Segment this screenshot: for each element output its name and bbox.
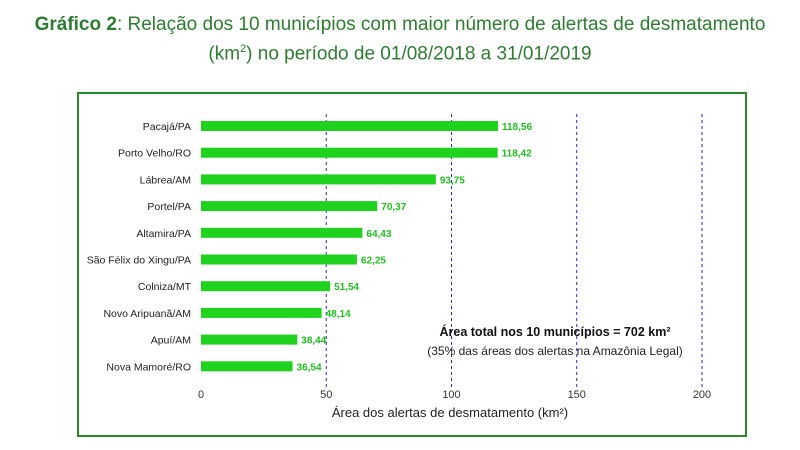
category-label: Portel/PA — [147, 201, 191, 213]
title-line-2: (km2) no período de 01/08/2018 a 31/01/2… — [0, 37, 800, 66]
category-label: Pacajá/PA — [143, 121, 191, 133]
category-label: Apuí/AM — [151, 335, 191, 347]
category-label: Porto Velho/RO — [118, 148, 191, 160]
bar — [201, 121, 498, 131]
bar — [201, 147, 498, 158]
bar — [201, 281, 331, 292]
bar — [201, 307, 322, 318]
bar — [201, 174, 436, 185]
value-label: 93,75 — [440, 175, 465, 186]
value-label: 36,54 — [297, 362, 322, 373]
title-superscript: 2 — [240, 43, 247, 55]
bar — [201, 254, 357, 265]
value-label: 62,25 — [361, 256, 386, 267]
x-tick-label: 200 — [693, 389, 711, 401]
gridlines — [325, 114, 703, 388]
chart-frame — [77, 92, 747, 437]
title-line-1: Gráfico 2: Relação dos 10 municípios com… — [0, 12, 800, 37]
chart-title: Gráfico 2: Relação dos 10 municípios com… — [0, 12, 800, 66]
annotation-total: Área total nos 10 municípios = 702 km² — [440, 324, 671, 339]
title-line2-pre: (km — [208, 43, 241, 65]
title-line2-post: ) no período de 01/08/2018 a 31/01/2019 — [246, 43, 592, 65]
category-label: Colniza/MT — [138, 281, 192, 293]
bar — [201, 334, 298, 345]
category-label: Novo Aripuanã/AM — [103, 308, 191, 320]
x-tick-label: 0 — [198, 389, 204, 401]
value-label: 48,14 — [326, 309, 351, 320]
x-tick-label: 100 — [442, 389, 460, 401]
value-label: 70,37 — [381, 202, 406, 213]
bar — [201, 201, 378, 212]
annotation-share: (35% das áreas dos alertas na Amazônia L… — [427, 344, 683, 358]
x-tick-label: 150 — [568, 389, 586, 401]
bar — [201, 227, 363, 238]
bar — [201, 361, 293, 372]
value-label: 38,44 — [301, 336, 326, 347]
value-label: 51,54 — [334, 282, 359, 293]
category-label: Lábrea/AM — [140, 174, 191, 186]
value-label: 118,56 — [502, 122, 532, 133]
x-tick-label: 50 — [320, 389, 332, 401]
category-label: Nova Mamoré/RO — [106, 361, 191, 373]
category-label: Altamira/PA — [136, 228, 191, 240]
bars: Pacajá/PA 118,56 Porto Velho/RO 118,42 Lábre… — [87, 121, 532, 373]
category-label: São Félix do Xingu/PA — [87, 255, 191, 267]
x-axis-ticks: 0 50 100 150 200 — [198, 389, 711, 401]
value-label: 64,43 — [366, 229, 391, 240]
title-lead: Gráfico 2 — [34, 14, 117, 35]
value-label: 118,42 — [502, 149, 532, 160]
x-axis-label: Área dos alertas de desmatamento (km²) — [332, 405, 568, 420]
title-text: : Relação dos 10 municípios com maior nú… — [116, 14, 766, 35]
